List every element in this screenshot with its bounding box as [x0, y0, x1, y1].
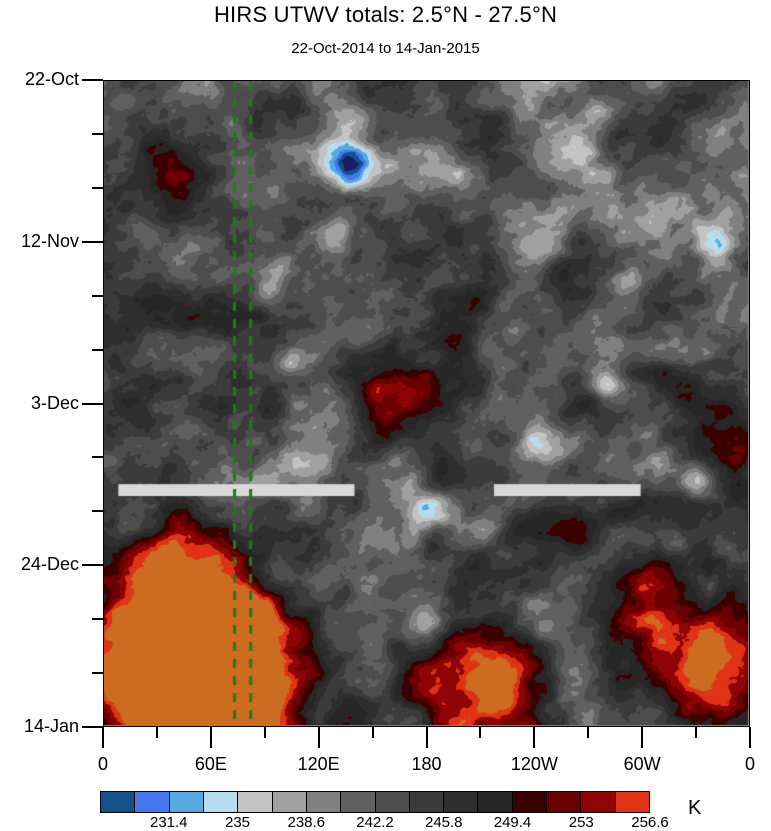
colorbar-cell[interactable] [512, 792, 548, 812]
colorbar-tick-label: 242.2 [356, 814, 394, 831]
x-tick-minor [155, 727, 158, 738]
x-axis-label: 60E [194, 754, 227, 774]
x-axis-label: 120W [510, 754, 558, 774]
x-axis-label: 0 [97, 754, 109, 774]
y-tick-minor [92, 618, 103, 621]
y-tick-minor [92, 456, 103, 459]
colorbar-tick-label: 249.4 [493, 814, 532, 831]
y-axis-label: 12-Nov [20, 230, 79, 251]
x-tick-major [209, 727, 212, 748]
y-tick-minor [92, 672, 103, 675]
colorbar-tick-label: 245.8 [424, 814, 463, 831]
colorbar-cell[interactable] [135, 792, 170, 812]
heatmap-canvas [104, 81, 748, 725]
x-tick-major [317, 727, 320, 748]
y-tick-minor [92, 510, 103, 513]
colorbar-cell[interactable] [203, 792, 239, 812]
colorbar-cell[interactable] [375, 792, 410, 812]
x-axis-label: 60W [623, 754, 661, 774]
colorbar-cell[interactable] [306, 792, 342, 812]
x-tick-minor [479, 727, 482, 738]
x-tick-major [425, 727, 428, 748]
x-tick-minor [263, 727, 266, 738]
hovmoller-plot-area[interactable] [103, 80, 750, 727]
colorbar-cell[interactable] [581, 792, 616, 812]
colorbar-tick-label: 253 [568, 814, 594, 831]
x-tick-major [641, 727, 644, 748]
y-axis-label: 22-Oct [24, 69, 79, 89]
y-tick-major [82, 564, 103, 567]
colorbar-cell[interactable] [547, 792, 582, 812]
x-tick-major [533, 727, 536, 748]
x-axis-label: 0 [744, 754, 756, 774]
y-tick-minor [92, 294, 103, 297]
colorbar-cell[interactable] [409, 792, 445, 812]
page-title: HIRS UTWV totals: 2.5°N - 27.5°N [213, 2, 558, 27]
y-axis-label: 3-Dec [30, 392, 79, 413]
colorbar-cell[interactable] [238, 792, 273, 812]
x-tick-minor [587, 727, 590, 738]
colorbar-cell[interactable] [169, 792, 204, 812]
y-tick-major [82, 726, 103, 728]
colorbar-cell[interactable] [341, 792, 376, 812]
colorbar-cell[interactable] [101, 792, 136, 812]
colorbar-cell[interactable] [272, 792, 307, 812]
x-tick-minor [695, 727, 698, 738]
colorbar-cell[interactable] [615, 792, 649, 812]
colorbar-unit-label: K [688, 797, 702, 819]
y-tick-minor [92, 132, 103, 135]
colorbar-cell[interactable] [478, 792, 513, 812]
x-tick-minor [371, 727, 374, 738]
x-tick-major [749, 727, 751, 748]
colorbar-tick-label: 231.4 [149, 814, 188, 831]
x-axis-label: 180 [411, 754, 442, 774]
y-tick-major [82, 240, 103, 243]
colorbar[interactable] [100, 791, 650, 813]
y-tick-major [82, 79, 103, 81]
x-tick-major [102, 727, 104, 748]
colorbar-tick-label: 238.6 [287, 814, 326, 831]
y-tick-minor [92, 186, 103, 189]
colorbar-tick-label: 256.6 [631, 814, 669, 831]
x-axis-label: 120E [297, 754, 340, 774]
y-axis-label: 14-Jan [23, 716, 79, 736]
colorbar-tick-label: 235 [224, 814, 251, 831]
y-tick-minor [92, 348, 103, 351]
colorbar-cell[interactable] [444, 792, 479, 812]
y-axis-label: 24-Dec [20, 554, 79, 575]
chart-subtitle: 22-Oct-2014 to 14-Jan-2015 [291, 40, 480, 57]
y-tick-major [82, 402, 103, 405]
